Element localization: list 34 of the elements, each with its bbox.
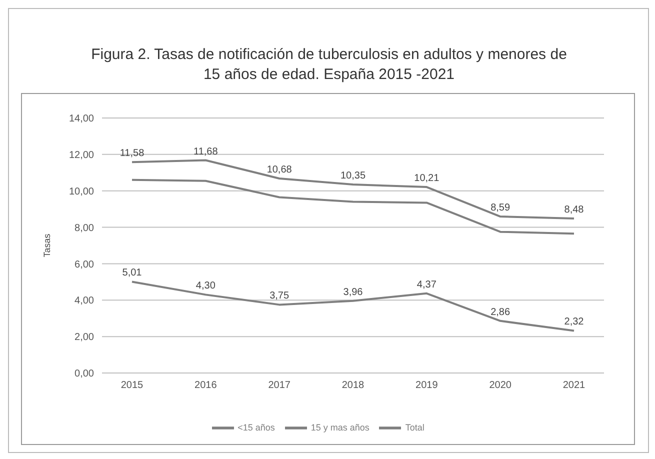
legend-label: <15 años	[238, 422, 275, 432]
data-label: 8,48	[564, 204, 584, 216]
x-tick-label: 2015	[120, 380, 144, 392]
y-tick-label: 10,00	[68, 186, 94, 198]
data-label: 11,58	[120, 148, 145, 160]
data-label: 3,75	[270, 290, 290, 302]
y-axis-title: Tasas	[42, 233, 52, 258]
y-tick-label: 12,00	[68, 150, 94, 161]
x-tick-label: 2017	[268, 380, 291, 392]
x-tick-label: 2018	[342, 380, 365, 392]
x-tick-label: 2020	[489, 380, 512, 392]
data-label: 11,68	[194, 146, 218, 158]
legend-label: 15 y mas años	[310, 422, 370, 432]
data-label: 10,21	[414, 173, 440, 184]
y-tick-label: 2,00	[74, 332, 94, 344]
legend-label: Total	[405, 422, 424, 432]
x-tick-label: 2021	[562, 380, 586, 392]
x-tick-label: 2019	[416, 380, 438, 392]
data-label: 8,59	[490, 202, 510, 214]
data-label: 5,01	[122, 268, 142, 279]
data-label: 10,35	[340, 170, 366, 182]
chart-title: Figura 2. Tasas de notificación de tuberculosis en adultos y menores de 15 años de edad. España 2015 -2021	[90, 45, 568, 85]
data-label: 2,86	[490, 306, 510, 318]
data-label: 4,37	[416, 279, 437, 290]
x-tick-label: 2016	[194, 380, 218, 392]
y-tick-label: 6,00	[74, 259, 94, 270]
data-label: 4,30	[196, 280, 216, 292]
y-tick-label: 4,00	[74, 296, 94, 307]
y-tick-label: 0,00	[74, 368, 94, 380]
data-label: 2,32	[564, 316, 584, 328]
data-label: 3,96	[343, 286, 364, 298]
data-label: 10,68	[266, 164, 292, 176]
y-tick-label: 14,00	[68, 114, 94, 125]
y-tick-label: 8,00	[74, 222, 94, 234]
